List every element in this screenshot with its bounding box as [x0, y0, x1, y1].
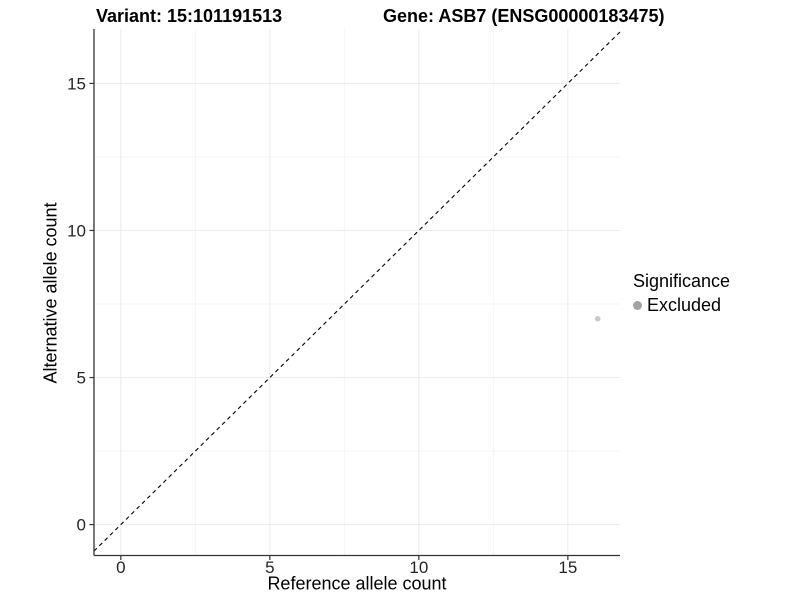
y-tick-label: 10	[67, 221, 86, 240]
x-tick-label: 5	[265, 558, 274, 577]
gene-title: Gene: ASB7 (ENSG00000183475)	[383, 6, 665, 26]
x-axis-label: Reference allele count	[267, 573, 447, 594]
legend-title: Significance	[633, 271, 731, 291]
x-tick-label: 0	[116, 558, 125, 577]
y-tick-label: 5	[77, 369, 86, 388]
legend: Significance Excluded	[633, 271, 730, 316]
identity-dashed-line	[93, 31, 621, 552]
y-axis-label: Alternative allele count	[40, 202, 61, 384]
y-tick-label: 0	[77, 516, 86, 535]
x-tick-label: 15	[558, 558, 577, 577]
legend-item-excluded: Excluded	[633, 295, 730, 316]
excluded-point-icon	[633, 301, 642, 310]
y-tick-label: 15	[67, 74, 86, 93]
variant-title: Variant: 15:101191513	[96, 6, 283, 26]
data-point	[594, 315, 601, 322]
legend-item-label: Excluded	[647, 295, 722, 315]
x-tick-label: 10	[409, 558, 428, 577]
